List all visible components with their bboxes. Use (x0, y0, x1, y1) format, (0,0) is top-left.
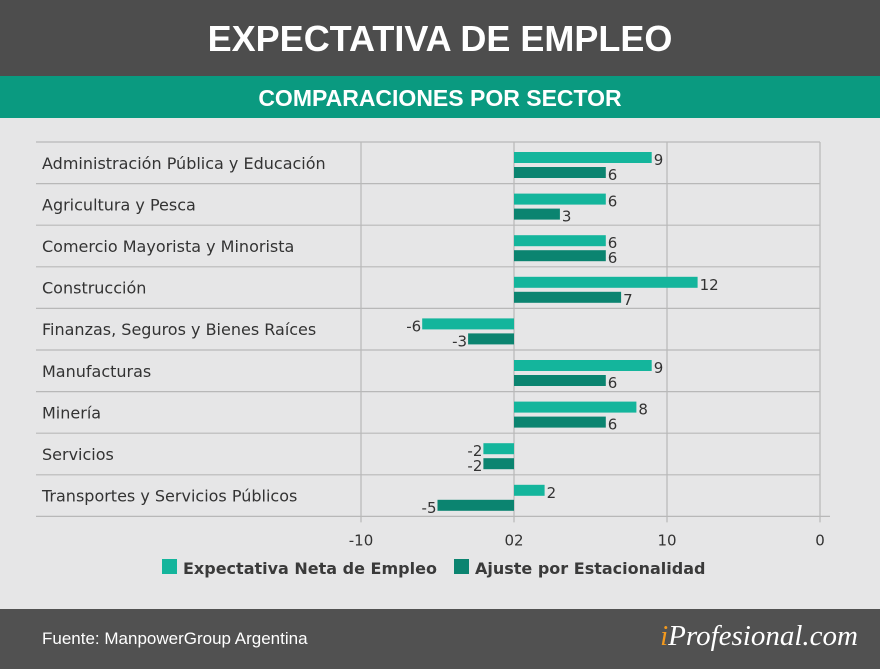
data-label: 6 (608, 166, 618, 184)
legend-label: Ajuste por Estacionalidad (475, 559, 705, 578)
data-label: 7 (623, 291, 633, 309)
data-label: 2 (547, 484, 557, 502)
bar-ajuste (514, 291, 622, 303)
bar-ajuste (514, 167, 606, 178)
category-label: Comercio Mayorista y Minorista (42, 237, 294, 256)
data-label: 6 (608, 193, 618, 211)
bar-ajuste (483, 458, 514, 470)
bar-ajuste (514, 208, 560, 220)
data-label: -5 (422, 499, 437, 517)
legend-swatch (454, 559, 469, 574)
x-tick-label: 10 (657, 531, 676, 549)
bar-chart: -10 02 10 0 Administración Pública y Educaci… (36, 141, 830, 578)
data-label: 9 (654, 151, 664, 169)
category-label: Manufacturas (42, 362, 151, 381)
bar-ajuste (514, 250, 606, 262)
bar-expectativa (514, 484, 545, 496)
bar-expectativa (514, 152, 652, 163)
data-label: 8 (638, 401, 648, 419)
bar-expectativa (514, 235, 606, 247)
bar-ajuste (514, 375, 606, 386)
data-label: 9 (654, 359, 664, 377)
data-label: 12 (700, 276, 719, 294)
bar-expectativa (514, 193, 606, 205)
category-label: Construcción (42, 279, 146, 298)
data-label: -6 (406, 317, 421, 335)
category-label: Minería (42, 403, 101, 422)
x-tick-label: 0 (815, 531, 825, 549)
data-label: -2 (467, 457, 482, 475)
bar-ajuste (437, 499, 514, 511)
data-label: -3 (452, 332, 467, 350)
x-tick-label: -10 (349, 531, 374, 549)
data-label: 6 (608, 249, 618, 267)
page-subtitle: COMPARACIONES POR SECTOR (0, 76, 880, 118)
bar-expectativa (514, 401, 637, 413)
data-label: 3 (562, 208, 572, 226)
category-label: Agricultura y Pesca (42, 195, 196, 214)
data-label: 6 (608, 234, 618, 252)
category-label: Administración Pública y Educación (42, 154, 326, 173)
source-text: Fuente: ManpowerGroup Argentina (42, 629, 308, 648)
category-label: Servicios (42, 445, 114, 464)
data-label: -2 (467, 442, 482, 460)
bar-expectativa (422, 318, 514, 330)
bar-expectativa (483, 443, 514, 455)
category-label: Finanzas, Seguros y Bienes Raíces (42, 320, 316, 339)
bar-expectativa (514, 360, 652, 371)
category-label: Transportes y Servicios Públicos (41, 487, 297, 506)
x-tick-label: 02 (504, 531, 523, 549)
page-title: EXPECTATIVA DE EMPLEO (0, 0, 880, 76)
legend-swatch (162, 559, 177, 574)
footer: Fuente: ManpowerGroup Argentina iProfesi… (0, 609, 880, 669)
data-label: 6 (608, 416, 618, 434)
legend-label: Expectativa Neta de Empleo (183, 559, 437, 578)
bar-ajuste (514, 416, 606, 428)
bar-expectativa (514, 276, 698, 288)
data-label: 6 (608, 374, 618, 392)
bar-ajuste (468, 333, 514, 345)
iprofesional-logo: iProfesional.com (660, 620, 858, 652)
